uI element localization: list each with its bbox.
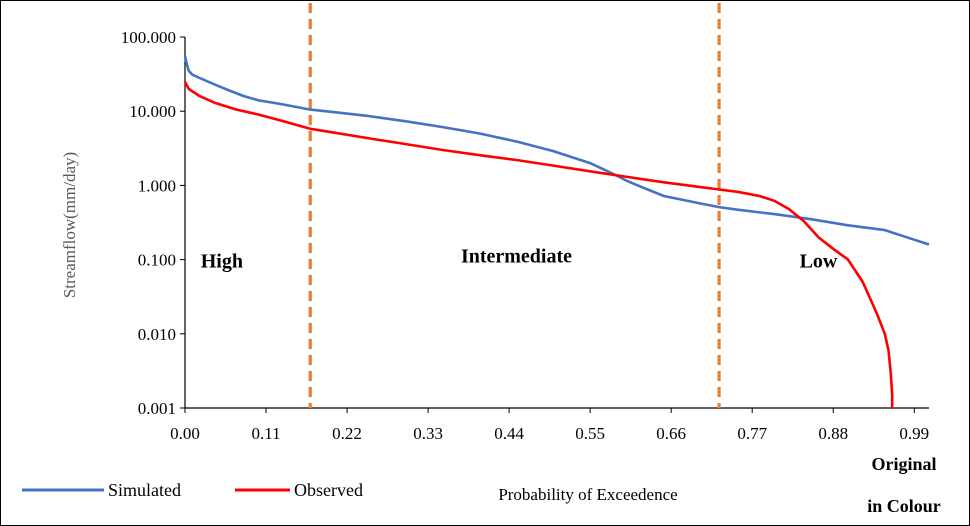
y-tick-label: 0.001 <box>138 399 176 418</box>
y-tick-label: 1.000 <box>138 176 176 195</box>
legend-label-observed: Observed <box>294 480 363 500</box>
series-layer <box>183 56 930 408</box>
x-tick-label: 0.88 <box>818 424 848 443</box>
y-tick-label: 0.100 <box>138 251 176 270</box>
corner-note-line: in Colour <box>867 496 941 516</box>
corner-note-line: Original <box>871 454 936 474</box>
region-label-high: High <box>201 250 243 272</box>
corner-note: Original in Colour <box>867 454 941 516</box>
x-tick-label: 0.77 <box>737 424 767 443</box>
series-line-observed <box>183 81 894 408</box>
x-tick-label: 0.66 <box>656 424 686 443</box>
x-tick-label: 0.00 <box>170 424 200 443</box>
y-axis-title: Streamflow(mm/day) <box>60 152 79 298</box>
legend: Simulated Observed <box>22 480 363 500</box>
labels: Streamflow(mm/day) Probability of Exceed… <box>60 152 838 504</box>
x-tick-label: 0.55 <box>575 424 605 443</box>
series-line-simulated <box>183 56 930 246</box>
region-label-intermediate: Intermediate <box>461 246 572 268</box>
x-tick-label: 0.99 <box>899 424 929 443</box>
y-tick-label: 100.000 <box>121 28 176 47</box>
y-tick-label: 10.000 <box>129 102 176 121</box>
axes: 0.001 0.010 0.100 1.000 10.000 100.000 0.00 0.1… <box>121 28 929 443</box>
x-axis-title: Probability of Exceedence <box>498 485 677 504</box>
x-tick-label: 0.11 <box>251 424 280 443</box>
region-label-low: Low <box>800 250 838 272</box>
x-tick-label: 0.44 <box>494 424 524 443</box>
legend-label-simulated: Simulated <box>108 480 181 500</box>
x-tick-label: 0.22 <box>332 424 362 443</box>
region-boundaries <box>308 3 721 408</box>
x-tick-label: 0.33 <box>413 424 443 443</box>
y-tick-label: 0.010 <box>138 325 176 344</box>
